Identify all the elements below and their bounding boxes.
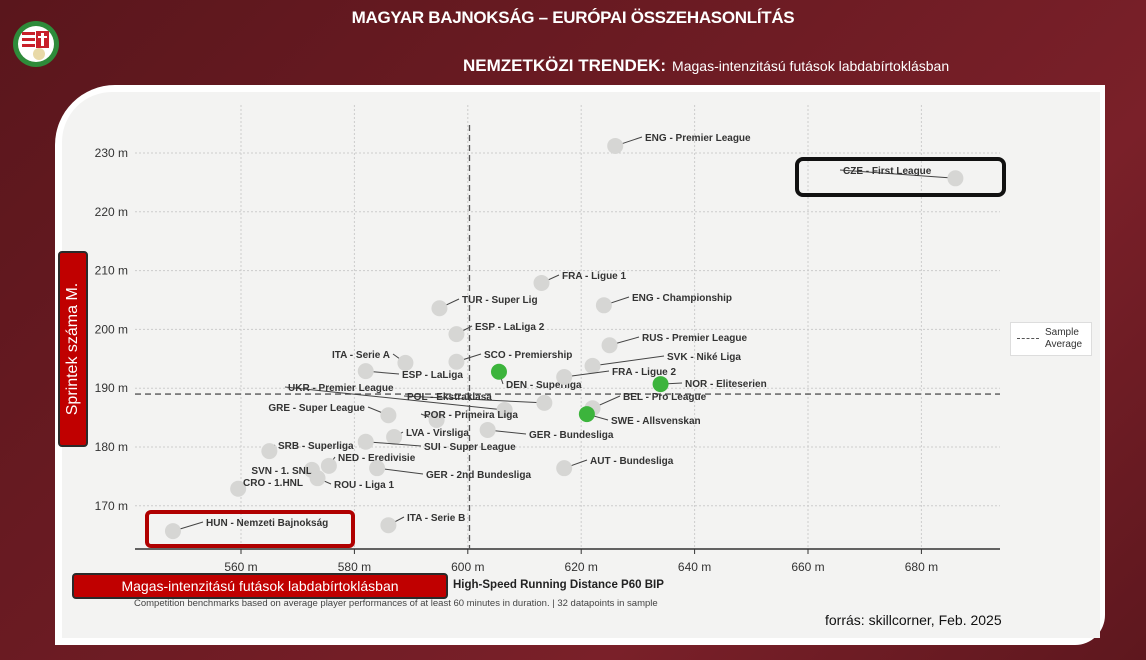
data-point <box>607 137 624 154</box>
point-label: ENG - Championship <box>632 293 732 304</box>
point-label: GER - Bundesliga <box>529 430 614 441</box>
connector-line <box>365 441 422 447</box>
x-tick-label: 620 m <box>565 560 598 574</box>
data-point <box>357 363 374 380</box>
point-label: SWE - Allsvenskan <box>611 416 701 427</box>
chart-caption: Competition benchmarks based on average … <box>134 598 658 609</box>
y-tick-label: 170 m <box>95 499 128 513</box>
section-label: NEMZETKÖZI TRENDEK: <box>463 56 667 75</box>
y-tick-label: 220 m <box>95 205 128 219</box>
data-point <box>428 411 445 428</box>
data-point <box>380 517 397 534</box>
point-label: ESP - LaLiga 2 <box>475 322 545 333</box>
data-point <box>536 394 553 411</box>
y-tick-label: 210 m <box>95 264 128 278</box>
point-label: CZE - First League <box>843 166 932 177</box>
x-tick-label: 580 m <box>338 560 371 574</box>
x-tick-label: 600 m <box>451 560 484 574</box>
x-tick-label: 660 m <box>791 560 824 574</box>
point-label: SRB - Superliga <box>278 441 354 452</box>
y-axis-label: Sprintek száma M. <box>64 282 81 416</box>
x-axis-title: High-Speed Running Distance P60 BIP <box>453 579 664 591</box>
data-point <box>380 407 397 424</box>
point-label: FRA - Ligue 1 <box>562 271 627 282</box>
federation-logo <box>13 21 59 67</box>
point-label: GRE - Super League <box>268 403 365 414</box>
point-label: SVN - 1. SNL <box>251 466 312 477</box>
point-label: POR - Primeira Liga <box>424 410 518 421</box>
data-point <box>448 353 465 370</box>
point-label: SUI - Super League <box>424 442 516 453</box>
data-point <box>490 363 507 380</box>
section-heading: NEMZETKÖZI TRENDEK: Magas-intenzitású fut… <box>463 56 949 76</box>
data-point <box>397 354 414 371</box>
data-point <box>652 376 669 393</box>
data-point <box>595 297 612 314</box>
data-point <box>556 369 573 386</box>
point-label: POL - Ekstraklasa <box>407 392 492 403</box>
y-tick-label: 200 m <box>95 322 128 336</box>
point-label: CRO - 1.HNL <box>243 478 303 489</box>
point-label: LVA - Virsliga <box>406 428 469 439</box>
point-label: ITA - Serie A <box>332 350 390 361</box>
data-point <box>357 433 374 450</box>
connector-line <box>403 395 545 404</box>
x-axis-label-box: Magas-intenzitású futások labdabírtoklás… <box>72 573 448 599</box>
data-point <box>947 170 964 187</box>
data-point <box>448 326 465 343</box>
y-axis-label-box: Sprintek száma M. <box>58 251 88 447</box>
data-point <box>320 457 337 474</box>
highlight-box-cze <box>795 157 1006 197</box>
legend: Sample Average <box>1010 322 1092 356</box>
point-label: ESP - LaLiga <box>402 370 463 381</box>
data-point <box>369 460 386 477</box>
point-label: NED - Eredivisie <box>338 453 416 464</box>
data-point <box>556 460 573 477</box>
data-point <box>386 429 403 446</box>
data-point <box>230 480 247 497</box>
data-point <box>261 443 278 460</box>
point-label: ENG - Premier League <box>645 133 751 144</box>
source-note: forrás: skillcorner, Feb. 2025 <box>825 612 1002 628</box>
data-point <box>496 401 513 418</box>
data-point <box>479 421 496 438</box>
connector-line <box>839 169 956 179</box>
point-label: UKR - Premier League <box>288 383 394 394</box>
point-label: BEL - Pro League <box>623 392 707 403</box>
point-label: ROU - Liga 1 <box>334 480 394 491</box>
point-label: RUS - Premier League <box>642 333 747 344</box>
highlight-box-hun <box>145 510 355 548</box>
data-point <box>309 470 326 487</box>
data-point <box>601 337 618 354</box>
point-label: AUT - Bundesliga <box>590 456 674 467</box>
points-layer: ENG - Premier League CZE - First League FR… <box>164 133 964 540</box>
connector-line <box>592 355 665 367</box>
x-tick-label: 560 m <box>224 560 257 574</box>
y-tick-label: 190 m <box>95 381 128 395</box>
data-point <box>584 357 601 374</box>
y-tick-label: 180 m <box>95 440 128 454</box>
point-label: HUN - Nemzeti Bajnokság <box>206 518 328 529</box>
x-tick-label: 680 m <box>905 560 938 574</box>
point-label: DEN - Superliga <box>506 380 582 391</box>
point-label: SCO - Premiership <box>484 350 572 361</box>
point-label: NOR - Eliteserien <box>685 379 767 390</box>
legend-dash-swatch <box>1017 338 1039 339</box>
data-point <box>164 523 181 540</box>
x-tick-label: 640 m <box>678 560 711 574</box>
data-point <box>578 406 595 423</box>
data-point <box>431 300 448 317</box>
data-point <box>533 274 550 291</box>
point-label: TUR - Super Lig <box>462 295 538 306</box>
y-tick-label: 230 m <box>95 146 128 160</box>
connector-line <box>284 386 505 411</box>
point-label: ITA - Serie B <box>407 513 465 524</box>
point-label: FRA - Ligue 2 <box>612 367 677 378</box>
legend-label: Sample Average <box>1045 327 1083 350</box>
section-value: Magas-intenzitású futások labdabírtoklás… <box>672 58 950 74</box>
page-title: MAGYAR BAJNOKSÁG – EURÓPAI ÖSSZEHASONLÍT… <box>351 8 795 27</box>
point-label: SVK - Niké Liga <box>667 352 741 363</box>
point-label: GER - 2nd Bundesliga <box>426 470 531 481</box>
